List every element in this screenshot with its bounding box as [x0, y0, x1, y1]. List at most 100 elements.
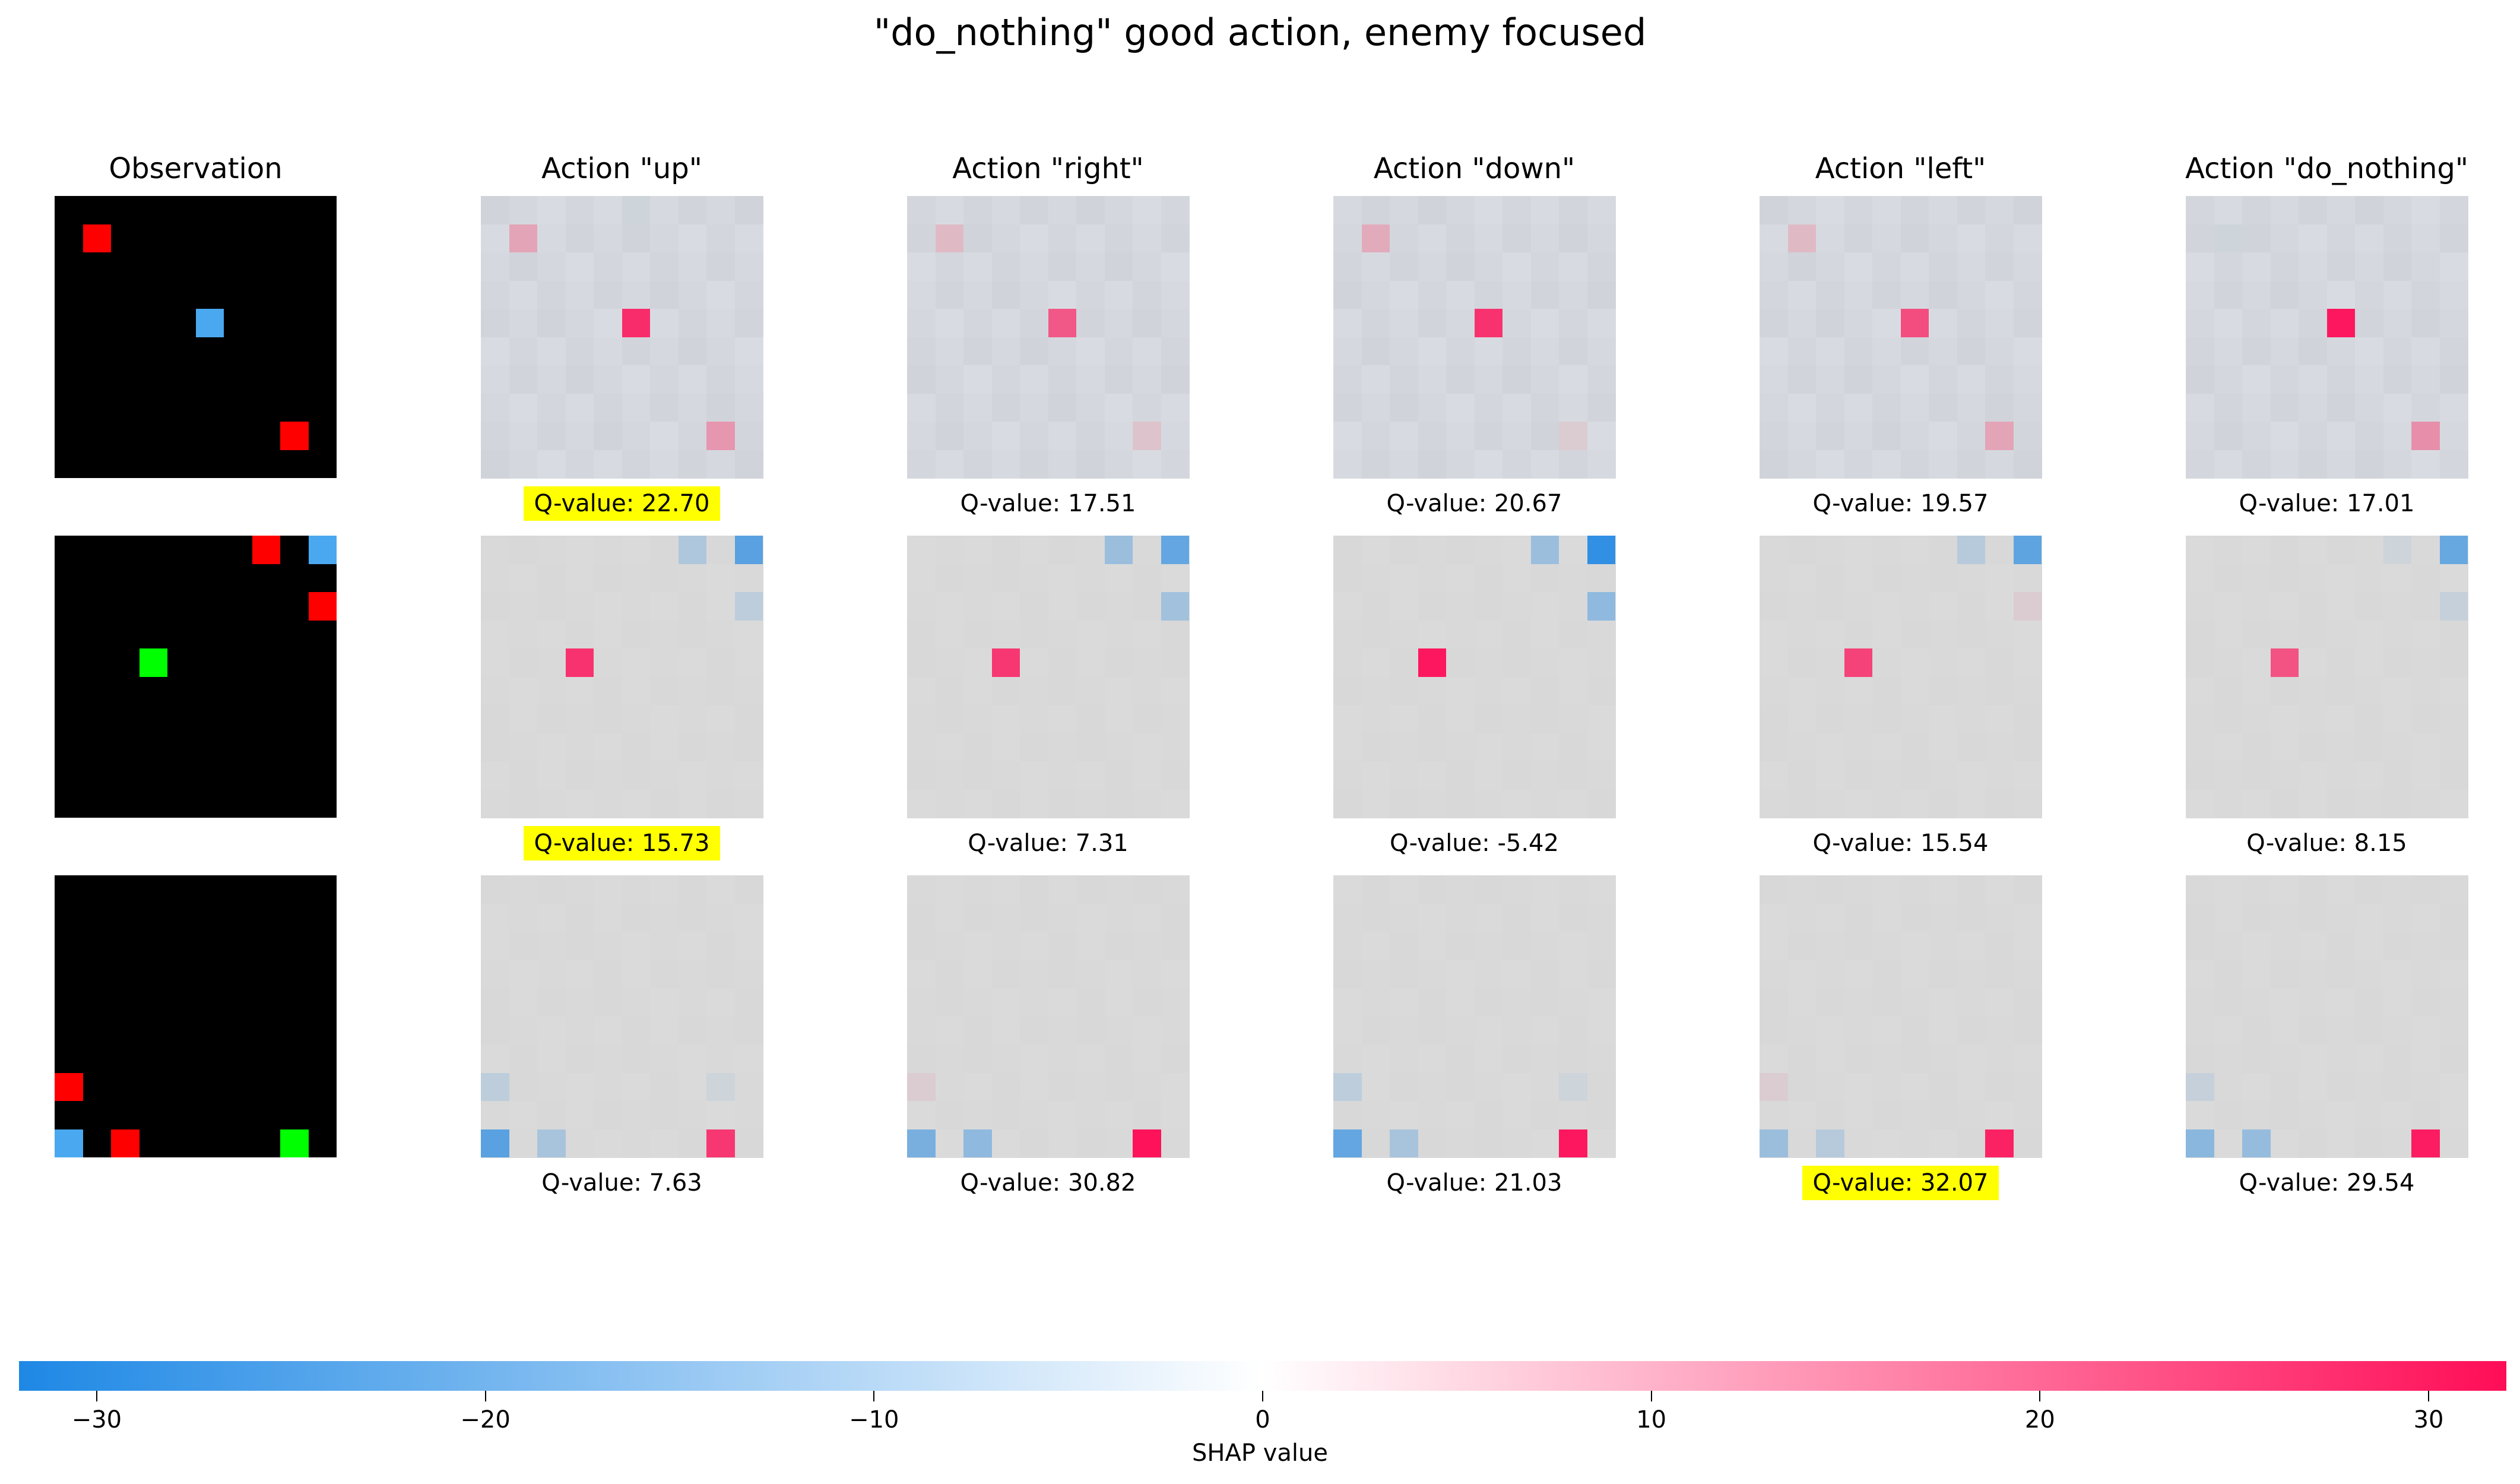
heatmap-cell — [1076, 789, 1105, 818]
heatmap-cell — [1929, 450, 1957, 479]
heatmap-cell — [1161, 932, 1190, 960]
heatmap-cell — [1361, 1016, 1390, 1045]
heatmap-cell — [1390, 1016, 1418, 1045]
heatmap-cell — [706, 761, 735, 790]
heatmap-cell — [1816, 960, 1844, 989]
heatmap-cell — [594, 988, 622, 1017]
shap-cell — [1760, 1072, 1788, 1101]
heatmap-cell — [1957, 224, 1986, 253]
heatmap-cell — [565, 337, 594, 366]
heatmap-cell — [935, 592, 964, 621]
heatmap-cell — [1076, 1045, 1105, 1073]
heatmap-cell — [1816, 733, 1844, 762]
heatmap-cell — [1390, 676, 1418, 705]
heatmap-cell — [907, 676, 936, 705]
heatmap-cell — [1048, 564, 1077, 593]
heatmap-cell — [650, 422, 679, 450]
heatmap-cell — [2186, 280, 2214, 309]
heatmap-cell — [1474, 988, 1503, 1017]
shap-cell — [1844, 648, 1872, 677]
heatmap-cell — [907, 196, 936, 224]
heatmap-cell — [1957, 337, 1986, 366]
heatmap-cell — [1530, 988, 1559, 1017]
heatmap-cell — [1474, 676, 1503, 705]
heatmap-cell — [935, 564, 964, 593]
heatmap-cell — [622, 252, 651, 281]
heatmap-cell — [1872, 733, 1901, 762]
heatmap-cell — [1020, 1101, 1048, 1129]
heatmap-cell — [2411, 337, 2440, 366]
heatmap-cell — [1587, 1016, 1616, 1045]
heatmap-cell — [1587, 365, 1616, 394]
heatmap-cell — [2270, 932, 2299, 960]
heatmap-cell — [678, 988, 707, 1017]
heatmap-cell — [537, 564, 566, 593]
heatmap-cell — [2186, 903, 2214, 932]
heatmap-cell — [1474, 733, 1503, 762]
heatmap-cell — [1076, 648, 1105, 677]
heatmap-cell — [1929, 1129, 1957, 1158]
heatmap-cell — [1474, 789, 1503, 818]
heatmap-cell — [2299, 1016, 2327, 1045]
heatmap-cell — [1503, 564, 1531, 593]
heatmap-cell — [565, 309, 594, 337]
heatmap-cell — [622, 648, 651, 677]
shap-cell — [509, 224, 537, 252]
heatmap-cell — [1161, 875, 1190, 904]
shap-cell — [1760, 1129, 1788, 1157]
heatmap-cell — [537, 733, 566, 762]
heatmap-cell — [1787, 422, 1817, 450]
heatmap-cell — [1957, 592, 1986, 621]
heatmap-cell — [706, 252, 735, 281]
heatmap-cell — [1900, 733, 1929, 762]
heatmap-cell — [1985, 564, 2014, 593]
heatmap-cell — [1361, 761, 1390, 790]
heatmap-cell — [2186, 252, 2214, 281]
heatmap-cell — [2299, 564, 2327, 593]
heatmap-cell — [2326, 733, 2356, 762]
heatmap-cell — [1474, 536, 1503, 564]
heatmap-cell — [734, 903, 763, 932]
heatmap-cell — [2411, 564, 2440, 593]
heatmap-cell — [537, 1072, 566, 1102]
heatmap-cell — [963, 252, 992, 281]
shap-cell — [1390, 1129, 1418, 1157]
heatmap-cell — [1104, 337, 1133, 366]
heatmap-cell — [1844, 280, 1873, 309]
shap-heatmap — [2186, 536, 2468, 818]
heatmap-cell — [2214, 309, 2243, 337]
heatmap-cell — [963, 733, 992, 762]
heatmap-cell — [2326, 676, 2356, 705]
heatmap-cell — [991, 761, 1020, 790]
heatmap-cell — [706, 196, 735, 224]
heatmap-cell — [1418, 733, 1447, 762]
heatmap-cell — [1474, 592, 1503, 621]
heatmap-cell — [1816, 789, 1844, 818]
heatmap-cell — [1446, 960, 1475, 989]
heatmap-cell — [537, 309, 566, 337]
heatmap-cell — [1474, 252, 1503, 281]
heatmap-cell — [2214, 1016, 2243, 1045]
heatmap-cell — [1474, 422, 1503, 450]
heatmap-cell — [734, 450, 763, 479]
heatmap-cell — [565, 196, 594, 224]
heatmap-cell — [1929, 564, 1957, 593]
heatmap-cell — [935, 536, 964, 564]
heatmap-cell — [1418, 224, 1447, 253]
heatmap-cell — [2270, 676, 2299, 705]
heatmap-cell — [991, 1072, 1020, 1102]
q-value-label: Q-value: 8.15 — [2179, 826, 2475, 860]
heatmap-cell — [963, 903, 992, 932]
heatmap-cell — [1076, 592, 1105, 621]
heatmap-cell — [1559, 365, 1587, 394]
heatmap-cell — [622, 337, 651, 366]
q-value-text: Q-value: 15.73 — [523, 826, 721, 860]
heatmap-cell — [678, 450, 707, 479]
heatmap-cell — [1390, 648, 1418, 677]
heatmap-cell — [2326, 789, 2356, 818]
heatmap-cell — [1900, 903, 1929, 932]
heatmap-cell — [1446, 620, 1475, 649]
heatmap-cell — [1361, 648, 1390, 677]
heatmap-cell — [1020, 705, 1048, 733]
heatmap-cell — [1474, 224, 1503, 253]
